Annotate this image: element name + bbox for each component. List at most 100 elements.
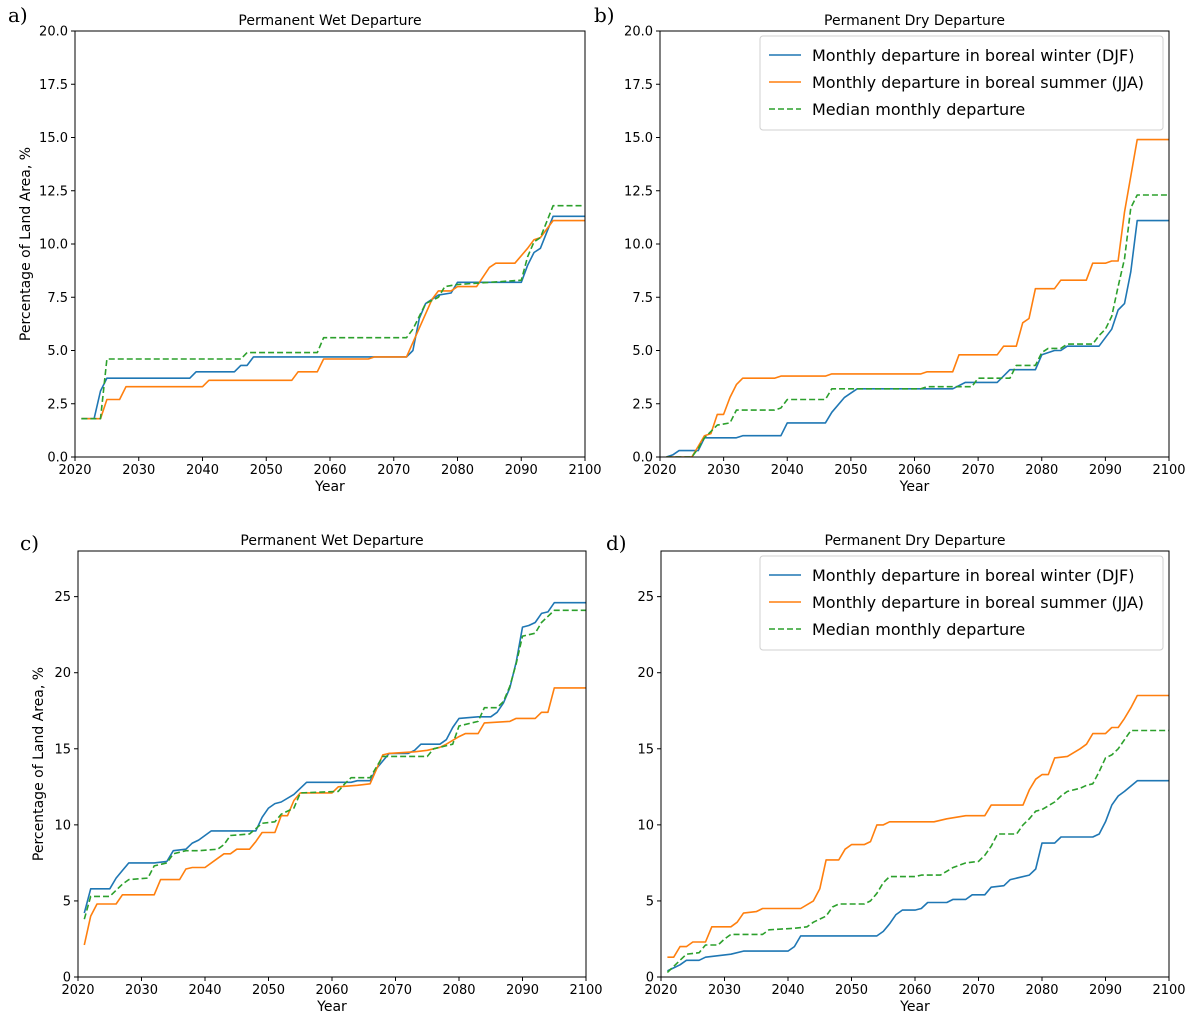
y-tick-label: 0 — [646, 971, 654, 986]
y-tick-label: 20.0 — [39, 25, 68, 40]
panel-letter: d) — [606, 531, 627, 555]
panel-letter: b) — [594, 3, 615, 27]
y-tick-label: 20 — [54, 666, 71, 681]
panel-letter: c) — [20, 531, 39, 555]
x-axis-label: Year — [899, 479, 930, 495]
x-tick-label: 2030 — [707, 463, 740, 478]
y-tick-label: 7.5 — [632, 291, 653, 306]
y-tick-label: 20 — [637, 666, 654, 681]
x-tick-label: 2100 — [568, 463, 601, 478]
x-axis-label: Year — [899, 999, 930, 1013]
y-tick-label: 12.5 — [39, 184, 68, 199]
series-line-jja — [81, 219, 585, 420]
x-tick-label: 2050 — [250, 463, 283, 478]
series-line-djf — [81, 215, 585, 420]
chart-panel-2: b) Permanent Dry Departure 2020 2030 2040 205… — [594, 3, 1186, 495]
series-line-jja — [83, 687, 586, 946]
chart-title: Permanent Wet Departure — [238, 13, 421, 29]
y-tick-label: 10.0 — [39, 238, 68, 253]
x-tick-label: 2060 — [315, 983, 348, 998]
x-tick-label: 2070 — [377, 463, 410, 478]
x-axis-label: Year — [316, 999, 347, 1013]
y-tick-label: 15.0 — [624, 131, 653, 146]
y-tick-label: 10.0 — [624, 238, 653, 253]
x-tick-label: 2020 — [644, 983, 677, 998]
legend-box — [759, 35, 1164, 131]
y-tick-label: 25 — [54, 590, 71, 605]
y-tick-label: 2.5 — [632, 397, 653, 412]
x-tick-label: 2040 — [186, 463, 219, 478]
series-line-djf — [83, 601, 586, 914]
x-tick-label: 2020 — [58, 463, 91, 478]
y-tick-label: 7.5 — [47, 291, 68, 306]
legend: Monthly departure in boreal winter (DJF)… — [759, 35, 1164, 131]
y-tick-label: 15 — [54, 742, 71, 757]
x-tick-label: 2090 — [506, 983, 539, 998]
legend-label: Median monthly departure — [812, 620, 1025, 639]
y-tick-label: 5 — [646, 894, 654, 909]
series-line-djf — [666, 219, 1169, 457]
legend-label: Monthly departure in boreal winter (DJF) — [812, 46, 1134, 65]
x-tick-label: 2030 — [708, 983, 741, 998]
x-tick-label: 2080 — [442, 983, 475, 998]
y-tick-label: 2.5 — [47, 397, 68, 412]
series-group — [81, 204, 585, 420]
series-line-median — [83, 609, 586, 920]
chart-panel-1: a) Permanent Wet Departure 2020 2030 2040 205… — [8, 3, 602, 495]
x-tick-label: 2020 — [643, 463, 676, 478]
y-tick-label: 15 — [637, 742, 654, 757]
x-tick-label: 2060 — [898, 463, 931, 478]
x-tick-label: 2080 — [441, 463, 474, 478]
x-tick-label: 2070 — [962, 983, 995, 998]
series-line-jja — [667, 694, 1169, 959]
x-tick-label: 2060 — [898, 983, 931, 998]
y-tick-label: 10 — [54, 818, 71, 833]
chart-title: Permanent Dry Departure — [825, 533, 1006, 549]
series-group — [83, 601, 586, 946]
x-tick-label: 2030 — [125, 983, 158, 998]
y-tick-label: 0.0 — [47, 451, 68, 466]
legend-label: Monthly departure in boreal summer (JJA) — [812, 593, 1144, 612]
y-tick-label: 5 — [63, 894, 71, 909]
x-tick-label: 2050 — [252, 983, 285, 998]
y-tick-label: 17.5 — [624, 78, 653, 93]
y-tick-label: 0.0 — [632, 451, 653, 466]
panel-letter: a) — [8, 3, 28, 27]
x-tick-label: 2050 — [835, 983, 868, 998]
x-tick-label: 2100 — [1152, 983, 1185, 998]
series-group — [666, 694, 1169, 973]
y-tick-label: 12.5 — [624, 184, 653, 199]
x-tick-label: 2100 — [569, 983, 602, 998]
y-axis-label: Percentage of Land Area, % — [31, 667, 47, 861]
x-tick-label: 2090 — [1089, 463, 1122, 478]
x-tick-label: 2050 — [834, 463, 867, 478]
y-tick-label: 5.0 — [632, 344, 653, 359]
x-tick-label: 2100 — [1152, 463, 1185, 478]
axes-frame — [77, 550, 587, 978]
legend-box — [759, 555, 1164, 651]
y-tick-label: 0 — [63, 971, 71, 986]
series-line-median — [666, 729, 1169, 973]
axes-frame — [74, 30, 586, 458]
y-tick-label: 20.0 — [624, 25, 653, 40]
x-tick-label: 2060 — [313, 463, 346, 478]
chart-title: Permanent Wet Departure — [240, 533, 423, 549]
series-group — [666, 138, 1169, 457]
x-axis-label: Year — [314, 479, 345, 495]
x-tick-label: 2090 — [1089, 983, 1122, 998]
x-tick-label: 2040 — [188, 983, 221, 998]
series-line-median — [666, 194, 1169, 457]
y-tick-label: 5.0 — [47, 344, 68, 359]
y-axis-label: Percentage of Land Area, % — [18, 147, 34, 341]
x-tick-label: 2070 — [962, 463, 995, 478]
x-tick-label: 2040 — [771, 983, 804, 998]
x-tick-label: 2040 — [771, 463, 804, 478]
series-line-jja — [666, 138, 1169, 457]
legend-label: Monthly departure in boreal winter (DJF) — [812, 566, 1134, 585]
legend-label: Monthly departure in boreal summer (JJA) — [812, 73, 1144, 92]
chart-title: Permanent Dry Departure — [824, 13, 1005, 29]
x-tick-label: 2080 — [1025, 463, 1058, 478]
